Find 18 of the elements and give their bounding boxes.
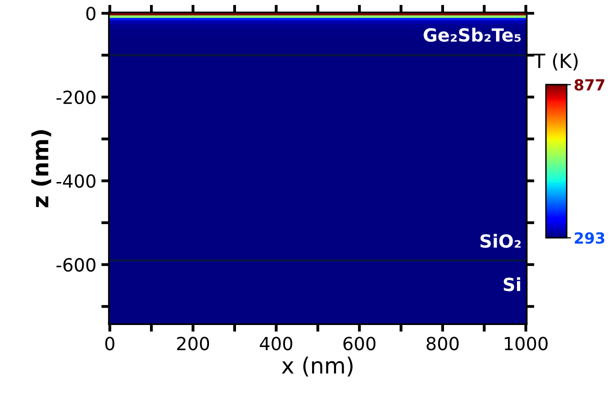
y-axis-title: z (nm) <box>31 130 52 208</box>
x-tick-label: 800 <box>426 336 459 350</box>
y-tick-label: -600 <box>56 258 96 272</box>
annotation: Ge₂Sb₂Te₅ <box>424 28 521 42</box>
x-axis-title: x (nm) <box>282 356 353 376</box>
annotation: Si <box>504 277 520 292</box>
x-tick-label: 400 <box>260 336 292 350</box>
color-bar-title: T (K) <box>533 53 578 71</box>
y-tick-label: -400 <box>56 174 96 188</box>
x-tick-label: 1000 <box>504 336 548 350</box>
color-bar-label: 877 <box>574 79 604 91</box>
annotation: SiO₂ <box>480 234 521 248</box>
x-tick-label: 0 <box>105 336 114 350</box>
y-tick-label: 0 <box>86 6 96 20</box>
color-bar-label: 293 <box>574 232 604 244</box>
x-tick-label: 600 <box>343 336 376 350</box>
y-tick-label: -200 <box>56 90 96 104</box>
x-tick-label: 200 <box>177 336 210 350</box>
